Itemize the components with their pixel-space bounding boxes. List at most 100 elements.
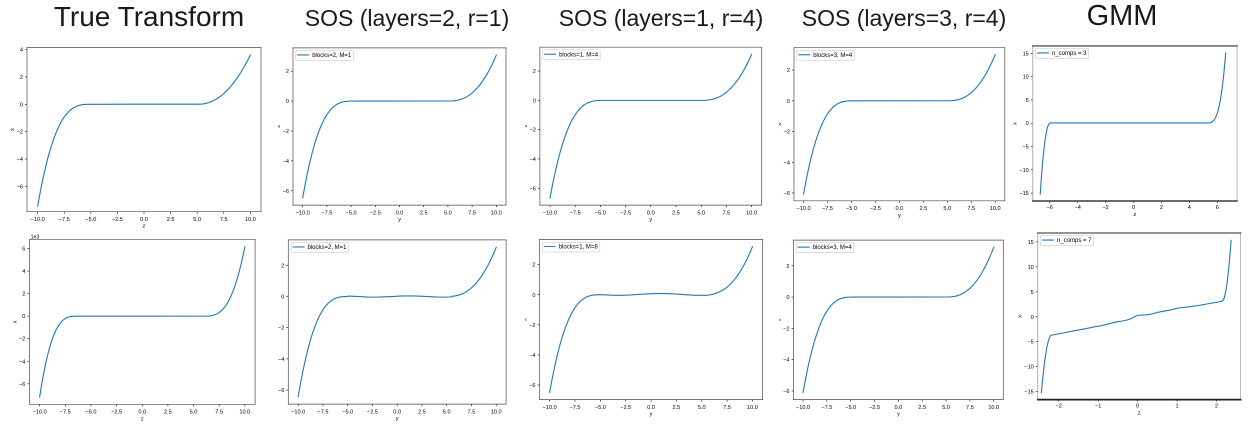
- svg-text:−7.5: −7.5: [822, 206, 833, 212]
- svg-text:y: y: [396, 416, 399, 422]
- svg-text:−6: −6: [278, 388, 284, 394]
- svg-text:0.0: 0.0: [138, 410, 146, 416]
- svg-text:−5: −5: [1027, 340, 1033, 346]
- svg-text:x: x: [1018, 315, 1024, 318]
- svg-text:0: 0: [1136, 404, 1139, 410]
- svg-text:−7.5: −7.5: [821, 405, 832, 411]
- svg-text:−4: −4: [784, 160, 790, 166]
- svg-text:10: 10: [1023, 75, 1029, 81]
- svg-text:0.0: 0.0: [647, 405, 655, 411]
- svg-text:0.0: 0.0: [393, 409, 401, 415]
- svg-text:−2: −2: [1056, 404, 1062, 410]
- svg-text:−2: −2: [530, 128, 536, 134]
- svg-text:n_comps = 7: n_comps = 7: [1057, 238, 1092, 244]
- svg-text:−4: −4: [19, 359, 25, 365]
- svg-text:blocks=1, M=4: blocks=1, M=4: [559, 52, 599, 58]
- svg-text:0: 0: [20, 102, 23, 108]
- svg-text:x: x: [525, 125, 529, 128]
- svg-text:−2: −2: [19, 337, 25, 343]
- svg-text:−7.5: −7.5: [317, 409, 328, 415]
- svg-text:5.0: 5.0: [190, 410, 198, 416]
- svg-text:0.0: 0.0: [896, 206, 904, 212]
- svg-text:x: x: [278, 125, 282, 128]
- svg-text:6: 6: [1216, 205, 1219, 211]
- svg-text:7.5: 7.5: [723, 405, 731, 411]
- svg-text:0: 0: [286, 99, 289, 105]
- svg-text:2: 2: [22, 292, 25, 298]
- svg-text:4: 4: [22, 269, 25, 275]
- svg-text:2: 2: [787, 68, 790, 74]
- svg-text:2.5: 2.5: [420, 210, 428, 216]
- svg-text:0.0: 0.0: [396, 210, 404, 216]
- svg-text:7.5: 7.5: [723, 210, 731, 216]
- svg-text:2: 2: [533, 69, 536, 75]
- svg-text:1e3: 1e3: [31, 235, 40, 241]
- svg-text:−5.0: −5.0: [85, 217, 96, 223]
- svg-text:−2: −2: [784, 130, 790, 136]
- svg-text:x: x: [1013, 122, 1019, 125]
- svg-text:−4: −4: [1074, 205, 1080, 211]
- svg-text:10.0: 10.0: [990, 206, 1001, 212]
- svg-text:0: 0: [1026, 121, 1029, 127]
- svg-text:5.0: 5.0: [698, 405, 706, 411]
- svg-text:z: z: [141, 416, 144, 422]
- svg-text:2: 2: [20, 75, 23, 81]
- svg-text:15: 15: [1023, 51, 1029, 57]
- svg-text:−2.5: −2.5: [620, 210, 631, 216]
- svg-text:2: 2: [1215, 404, 1218, 410]
- svg-text:0: 0: [22, 314, 25, 320]
- svg-text:y: y: [898, 213, 901, 219]
- svg-text:−10.0: −10.0: [543, 405, 557, 411]
- svg-text:5.0: 5.0: [443, 409, 451, 415]
- svg-text:−2: −2: [783, 326, 789, 332]
- svg-text:−4: −4: [530, 157, 536, 163]
- svg-text:z: z: [1138, 410, 1141, 416]
- svg-text:−2.5: −2.5: [370, 210, 381, 216]
- svg-text:−2.5: −2.5: [111, 410, 122, 416]
- svg-text:−15: −15: [1024, 390, 1034, 396]
- svg-text:7.5: 7.5: [967, 206, 975, 212]
- svg-text:z: z: [143, 224, 146, 228]
- svg-text:−10.0: −10.0: [543, 210, 557, 216]
- svg-text:−7.5: −7.5: [60, 410, 71, 416]
- svg-text:n_comps = 3: n_comps = 3: [1052, 51, 1087, 57]
- svg-text:x: x: [779, 123, 783, 126]
- svg-text:−2.5: −2.5: [367, 409, 378, 415]
- svg-text:0: 0: [786, 295, 789, 301]
- svg-text:x: x: [12, 320, 18, 323]
- svg-text:−2.5: −2.5: [112, 217, 123, 223]
- svg-text:2.5: 2.5: [918, 405, 926, 411]
- svg-text:7.5: 7.5: [468, 409, 476, 415]
- svg-text:−10: −10: [1019, 168, 1029, 174]
- svg-text:0: 0: [281, 295, 284, 301]
- svg-text:z: z: [1134, 212, 1137, 218]
- svg-text:2.5: 2.5: [672, 210, 680, 216]
- svg-text:x: x: [10, 128, 16, 131]
- svg-text:6: 6: [22, 247, 25, 253]
- svg-text:−5.0: −5.0: [346, 210, 357, 216]
- svg-text:−10.0: −10.0: [33, 410, 47, 416]
- svg-text:−10.0: −10.0: [796, 405, 810, 411]
- svg-text:7.5: 7.5: [966, 405, 974, 411]
- svg-text:−2.5: −2.5: [620, 405, 631, 411]
- svg-text:blocks=3, M=4: blocks=3, M=4: [813, 53, 853, 59]
- svg-text:7.5: 7.5: [220, 217, 228, 223]
- svg-text:5.0: 5.0: [942, 405, 950, 411]
- svg-text:5.0: 5.0: [943, 206, 951, 212]
- svg-text:−2: −2: [529, 323, 535, 329]
- svg-text:0: 0: [1031, 315, 1034, 321]
- svg-text:−5.0: −5.0: [595, 405, 606, 411]
- svg-text:x: x: [779, 318, 782, 321]
- svg-text:2: 2: [1160, 205, 1163, 211]
- svg-text:−4: −4: [529, 353, 535, 359]
- svg-text:−5.0: −5.0: [845, 405, 856, 411]
- svg-text:−7.5: −7.5: [59, 217, 70, 223]
- svg-text:2: 2: [286, 69, 289, 75]
- svg-text:15: 15: [1028, 240, 1034, 246]
- svg-text:−4: −4: [283, 159, 289, 165]
- svg-text:7.5: 7.5: [215, 410, 223, 416]
- svg-text:−7.5: −7.5: [570, 210, 581, 216]
- svg-text:0: 0: [532, 293, 535, 299]
- svg-text:−15: −15: [1019, 191, 1029, 197]
- svg-text:−7.5: −7.5: [569, 405, 580, 411]
